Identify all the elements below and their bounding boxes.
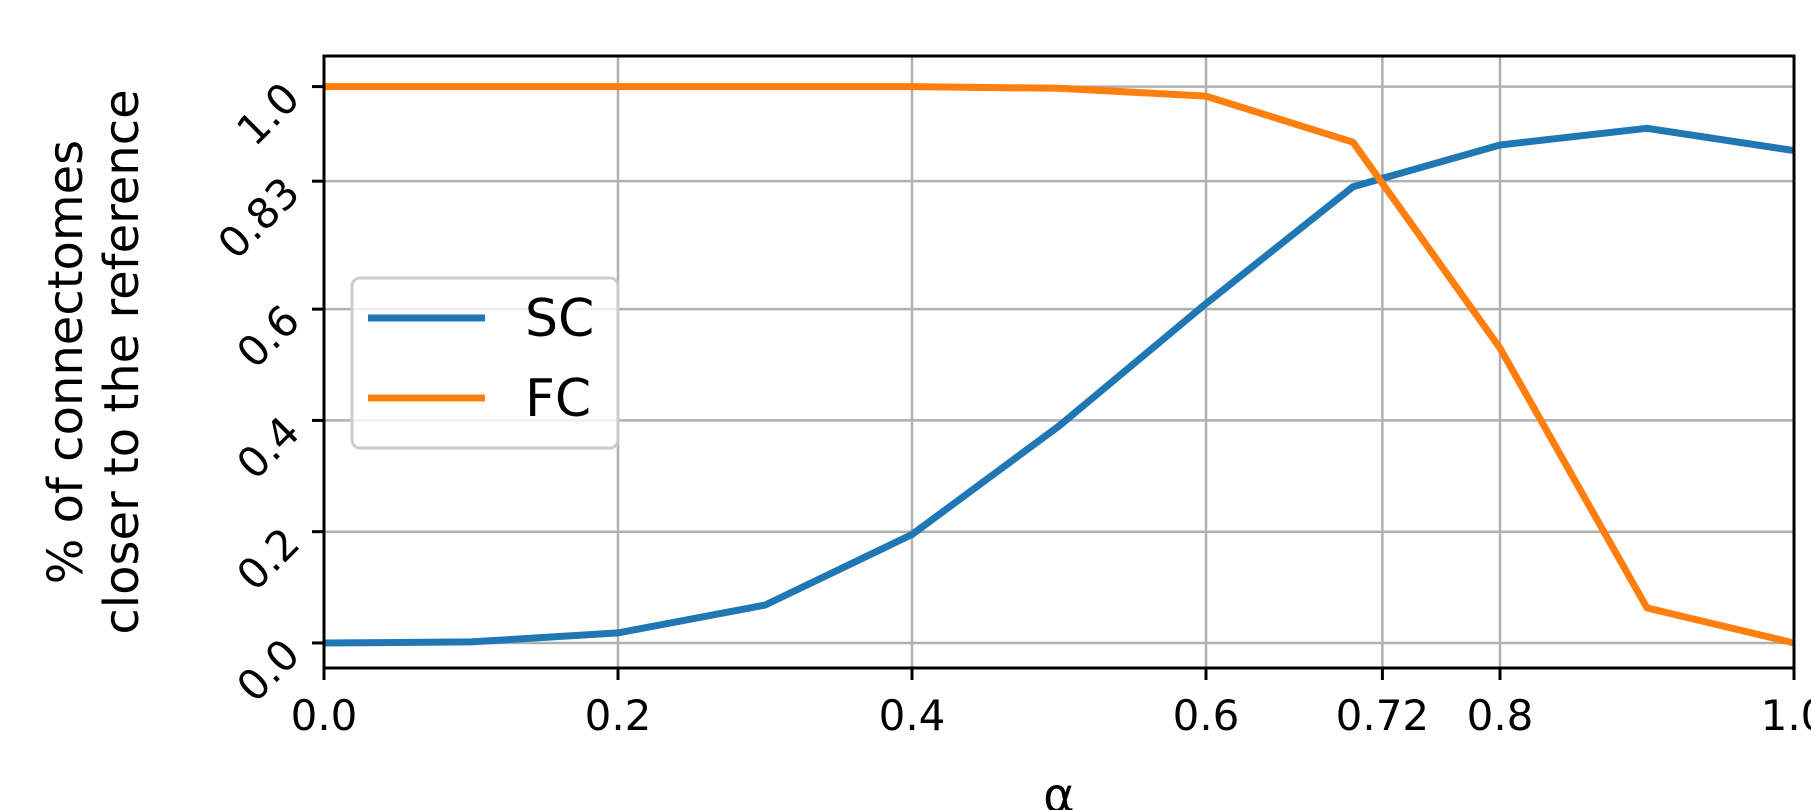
x-tick-label-tick-0-72: 0.72 <box>1336 691 1430 740</box>
legend-label-sc: SC <box>525 289 594 349</box>
y-tick-label-tick-0-4: 0.4 <box>227 407 309 489</box>
series-line-sc <box>323 124 1795 647</box>
series-lines <box>323 83 1795 647</box>
x-tick-label-tick-0-4: 0.4 <box>879 691 946 740</box>
legend-label-fc: FC <box>525 369 591 429</box>
series-line-fc <box>324 83 1795 647</box>
x-tick-label-tick-1-0: 1.0 <box>1761 691 1811 740</box>
x-axis-label: α <box>1043 768 1075 810</box>
x-tick-label-tick-0-6: 0.6 <box>1173 691 1240 740</box>
x-tick-label-tick-0-0: 0.0 <box>291 691 358 740</box>
plot-frame <box>322 54 1796 670</box>
y-tick-label-tick-1-0: 1.0 <box>227 73 309 155</box>
y-tick-label-tick-0-83: 0.83 <box>208 168 309 269</box>
x-tick-label-tick-0-8: 0.8 <box>1467 691 1534 740</box>
x-tick-label-tick-0-2: 0.2 <box>585 691 652 740</box>
y-tick-label-tick-0-6: 0.6 <box>227 296 309 378</box>
y-axis-label-line-1: % of connectomes <box>38 140 94 584</box>
y-axis-label-line-2: closer to the reference <box>94 89 150 634</box>
y-axis-label: % of connectomes closer to the reference <box>38 89 150 634</box>
y-tick-label-tick-0-2: 0.2 <box>227 518 309 600</box>
legend: SC FC <box>350 276 620 450</box>
